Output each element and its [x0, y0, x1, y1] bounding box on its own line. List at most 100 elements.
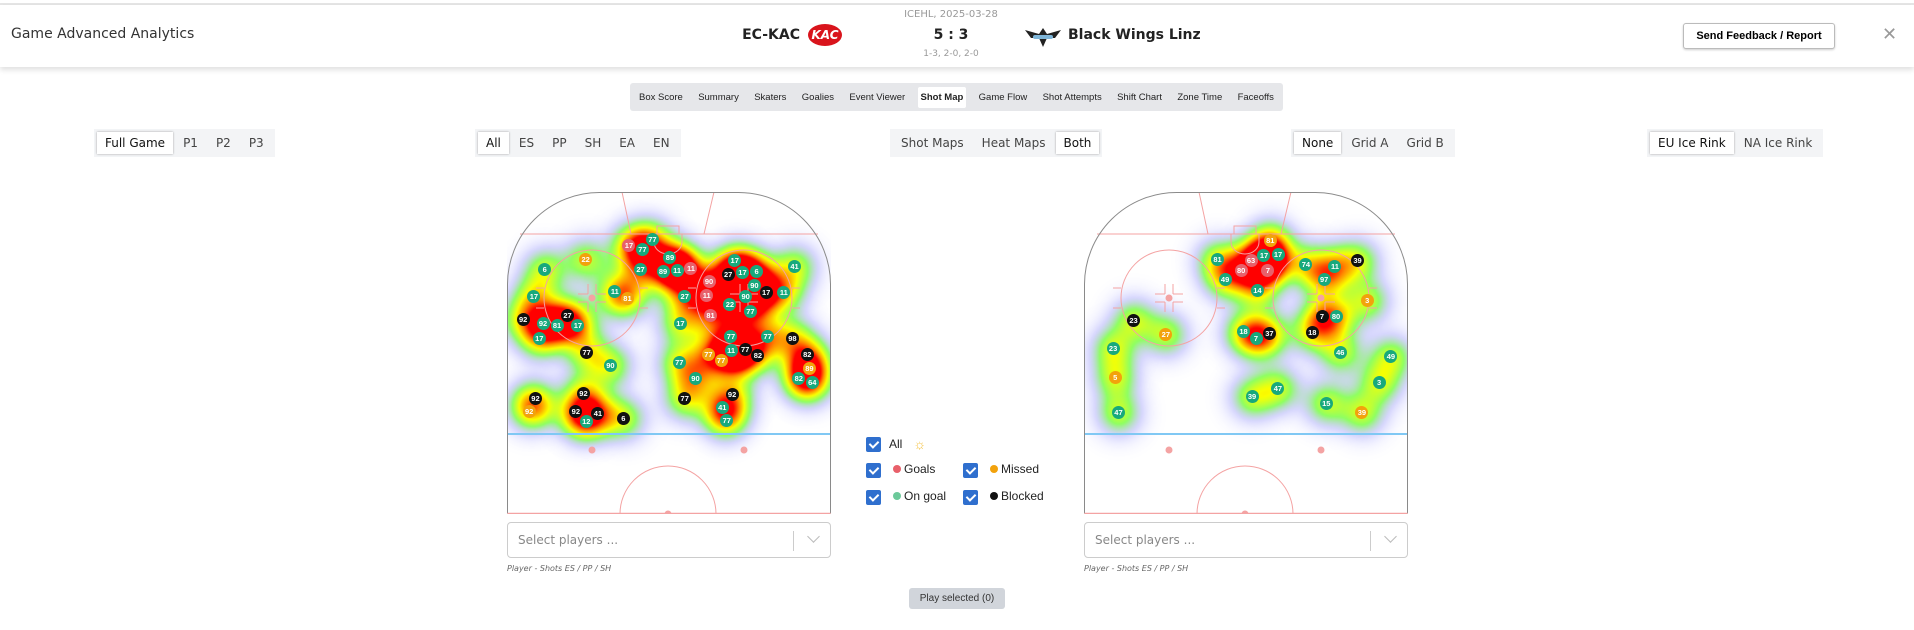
strength-option-ea[interactable]: EA: [619, 136, 636, 150]
shot-marker-on-goal[interactable]: 6: [750, 264, 764, 278]
shot-marker-on-goal[interactable]: 90: [747, 278, 761, 292]
close-icon[interactable]: ✕: [1882, 24, 1898, 45]
shot-marker-missed[interactable]: 81: [620, 291, 634, 305]
shot-marker-missed[interactable]: 39: [1355, 406, 1369, 420]
shot-marker-on-goal[interactable]: 49: [1218, 272, 1232, 286]
shot-marker-on-goal[interactable]: 17: [1257, 248, 1271, 262]
shot-marker-on-goal[interactable]: 17: [673, 316, 687, 330]
shot-marker-missed[interactable]: 77: [714, 353, 728, 367]
shot-marker-blocked[interactable]: 82: [751, 348, 765, 362]
shot-marker-on-goal[interactable]: 18: [1237, 325, 1251, 339]
rink-option-eu-ice-rink[interactable]: EU Ice Rink: [1650, 132, 1734, 154]
shot-marker-on-goal[interactable]: 77: [761, 329, 775, 343]
shot-marker-on-goal[interactable]: 11: [608, 285, 622, 299]
shot-marker-on-goal[interactable]: 77: [743, 305, 757, 319]
shot-marker-on-goal[interactable]: 12: [579, 414, 593, 428]
shot-marker-missed[interactable]: 92: [522, 405, 536, 419]
shot-marker-missed[interactable]: 27: [1159, 327, 1173, 341]
shot-marker-blocked[interactable]: 77: [738, 343, 752, 357]
strength-option-es[interactable]: ES: [518, 136, 535, 150]
shot-marker-on-goal[interactable]: 11: [777, 285, 791, 299]
shot-marker-on-goal[interactable]: 14: [1250, 283, 1264, 297]
shot-marker-on-goal[interactable]: 17: [532, 331, 546, 345]
shot-marker-goal[interactable]: 17: [622, 238, 636, 252]
tab-goalies[interactable]: Goalies: [801, 91, 834, 103]
shot-marker-blocked[interactable]: 92: [516, 312, 530, 326]
shot-marker-on-goal[interactable]: 47: [1111, 406, 1125, 420]
shot-marker-on-goal[interactable]: 80: [1329, 310, 1343, 324]
home-shot-map-rink[interactable]: 17 77 77 22 6 27 11 89 11 89 17 11 81 27 90 11 81 27 17 17 6…: [507, 192, 831, 514]
shot-marker-goal[interactable]: 81: [704, 309, 718, 323]
shot-marker-on-goal[interactable]: 82: [792, 372, 806, 386]
map-type-option-shot-maps[interactable]: Shot Maps: [901, 136, 964, 150]
shot-marker-blocked[interactable]: 27: [721, 268, 735, 282]
shot-marker-on-goal[interactable]: 81: [1211, 253, 1225, 267]
shot-marker-on-goal[interactable]: 77: [724, 329, 738, 343]
tab-faceoffs[interactable]: Faceoffs: [1237, 91, 1274, 103]
away-player-select[interactable]: Select players ...: [1084, 522, 1408, 558]
shot-marker-on-goal[interactable]: 7: [1249, 331, 1263, 345]
shot-marker-on-goal[interactable]: 64: [805, 375, 819, 389]
shot-marker-on-goal[interactable]: 17: [728, 253, 742, 267]
shot-marker-blocked[interactable]: 6: [616, 411, 630, 425]
grid-option-grid-a[interactable]: Grid A: [1351, 136, 1389, 150]
map-type-option-both[interactable]: Both: [1055, 132, 1100, 154]
shot-marker-on-goal[interactable]: 97: [1317, 272, 1331, 286]
shot-marker-blocked[interactable]: 92: [569, 405, 583, 419]
period-option-full-game[interactable]: Full Game: [97, 132, 174, 154]
shot-marker-missed[interactable]: 89: [802, 361, 816, 375]
chevron-down-icon[interactable]: [807, 530, 820, 543]
shot-marker-on-goal[interactable]: 17: [735, 265, 749, 279]
shot-marker-on-goal[interactable]: 41: [715, 400, 729, 414]
home-player-select[interactable]: Select players ...: [507, 522, 831, 558]
shot-marker-on-goal[interactable]: 47: [1271, 381, 1285, 395]
shot-marker-goal[interactable]: 11: [684, 261, 698, 275]
tab-shift-chart[interactable]: Shift Chart: [1117, 91, 1162, 103]
shot-marker-on-goal[interactable]: 27: [634, 263, 648, 277]
play-selected-button[interactable]: Play selected (0): [909, 588, 1005, 609]
period-option-p3[interactable]: P3: [248, 136, 264, 150]
shot-marker-blocked[interactable]: 92: [576, 386, 590, 400]
tab-zone-time[interactable]: Zone Time: [1177, 91, 1223, 103]
strength-option-en[interactable]: EN: [653, 136, 670, 150]
grid-option-grid-b[interactable]: Grid B: [1406, 136, 1444, 150]
tab-skaters[interactable]: Skaters: [754, 91, 787, 103]
tab-event-viewer[interactable]: Event Viewer: [849, 91, 906, 103]
shot-marker-on-goal[interactable]: 89: [663, 250, 677, 264]
missed-checkbox[interactable]: [963, 463, 978, 478]
shot-marker-blocked[interactable]: 92: [725, 387, 739, 401]
goals-checkbox[interactable]: [866, 463, 881, 478]
shot-marker-goal[interactable]: 63: [1244, 254, 1258, 268]
map-type-option-heat-maps[interactable]: Heat Maps: [981, 136, 1046, 150]
all-checkbox[interactable]: [866, 437, 881, 452]
shot-marker-on-goal[interactable]: 22: [723, 297, 737, 311]
shot-marker-missed[interactable]: 77: [701, 347, 715, 361]
shot-marker-blocked[interactable]: 39: [1351, 254, 1365, 268]
shot-marker-on-goal[interactable]: 89: [656, 264, 670, 278]
on-goal-checkbox[interactable]: [866, 490, 881, 505]
tab-game-flow[interactable]: Game Flow: [978, 91, 1028, 103]
shot-marker-on-goal[interactable]: 6: [538, 263, 552, 277]
tab-shot-attempts[interactable]: Shot Attempts: [1042, 91, 1102, 103]
chevron-down-icon[interactable]: [1384, 530, 1397, 543]
tab-shot-map[interactable]: Shot Map: [917, 86, 967, 108]
shot-marker-missed[interactable]: 22: [579, 253, 593, 267]
shot-marker-on-goal[interactable]: 11: [724, 343, 738, 357]
shot-marker-on-goal[interactable]: 11: [670, 264, 684, 278]
shot-marker-missed[interactable]: 81: [1263, 233, 1277, 247]
shot-marker-on-goal[interactable]: 77: [672, 355, 686, 369]
shot-marker-blocked[interactable]: 77: [678, 392, 692, 406]
strength-option-pp[interactable]: PP: [552, 136, 567, 150]
tab-summary[interactable]: Summary: [698, 91, 739, 103]
sun-icon[interactable]: ☼: [913, 436, 927, 452]
shot-marker-on-goal[interactable]: 77: [635, 242, 649, 256]
shot-marker-goal[interactable]: 80: [1234, 263, 1248, 277]
strength-option-all[interactable]: All: [478, 132, 509, 154]
shot-marker-on-goal[interactable]: 3: [1372, 376, 1386, 390]
shot-marker-on-goal[interactable]: 46: [1333, 345, 1347, 359]
shot-marker-on-goal[interactable]: 90: [603, 358, 617, 372]
away-shot-map-rink[interactable]: 81 63 7 80 17 17 81 49 14 74 11 39 97 3 7 80 18 23 27 18 7 37…: [1084, 192, 1408, 514]
shot-marker-on-goal[interactable]: 49: [1384, 350, 1398, 364]
shot-marker-blocked[interactable]: 23: [1127, 313, 1141, 327]
grid-option-none[interactable]: None: [1294, 132, 1342, 154]
